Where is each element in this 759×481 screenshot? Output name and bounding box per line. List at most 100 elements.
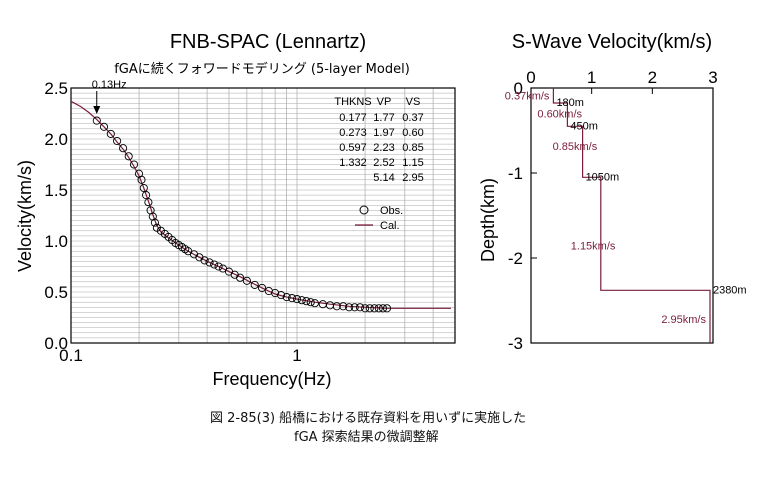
obs-data-point — [310, 299, 319, 308]
obs-data-point — [339, 302, 348, 311]
swave-x-tick-label: 3 — [708, 68, 717, 87]
spac-y-tick-label: 1.0 — [44, 232, 68, 251]
legend-obs-marker — [359, 205, 369, 215]
swave-y-axis-label: Depth(km) — [478, 178, 498, 262]
swave-title: S-Wave Velocity(km/s) — [512, 31, 712, 53]
velocity-label: 1.15km/s — [571, 240, 616, 252]
obs-data-point — [355, 303, 365, 312]
swave-x-tick-label: 0 — [526, 68, 535, 87]
spac-y-tick-label: 1.5 — [44, 181, 68, 200]
spac-x-tick-label: 0.1 — [59, 346, 83, 365]
depth-label: 180m — [556, 97, 584, 109]
swave-chart: S-Wave Velocity(km/s) 0 1 2 3 0 -1 -2 -3 0.37k… — [478, 31, 747, 353]
layer-table: THKNS VP VS 0.177 1.77 0.37 0.273 1.97 0.60 0.597… — [334, 96, 423, 184]
obs-data-point — [137, 175, 146, 184]
obs-data-point — [106, 129, 115, 138]
layer-table-cell: 0.85 — [402, 142, 423, 154]
obs-data-point — [119, 144, 128, 153]
layer-table-cell: 0.177 — [339, 112, 367, 124]
obs-data-point — [129, 160, 139, 169]
obs-data-point — [365, 304, 374, 313]
obs-data-point — [242, 276, 251, 285]
figure-caption: 図 2-85(3) 船橋における既存資料を用いずに実施した fGA 探索結果の微… — [210, 409, 570, 447]
obs-data-point — [374, 304, 383, 313]
obs-data-point — [302, 297, 311, 306]
layer-table-header: VS — [406, 96, 421, 108]
annotation-arrow-head — [93, 106, 101, 114]
obs-data-point — [361, 304, 370, 313]
obs-data-point — [370, 304, 379, 313]
frequency-annotation: 0.13Hz — [92, 79, 127, 114]
spac-chart: FNB-SPAC (Lennartz) fGAに続くフォワードモデリング (5-… — [15, 31, 456, 389]
spac-x-tick-label: 1 — [292, 346, 301, 365]
obs-data-point — [306, 298, 315, 307]
layer-table-cell: 2.52 — [373, 157, 394, 169]
swave-plot-frame — [530, 87, 714, 344]
velocity-label: 0.85km/s — [553, 141, 598, 153]
obs-data-point — [282, 293, 291, 302]
legend-cal-label: Cal. — [380, 220, 400, 232]
obs-data-point — [113, 136, 122, 146]
obs-data-point — [318, 300, 327, 309]
swave-x-tick-label: 1 — [587, 68, 596, 87]
annotation-label: 0.13Hz — [92, 79, 127, 91]
spac-subtitle: fGAに続くフォワードモデリング (5-layer Model) — [114, 61, 410, 77]
layer-table-cell: 5.14 — [373, 172, 394, 184]
swave-y-ticks: 0 -1 -2 -3 — [508, 79, 537, 353]
obs-data-point — [350, 303, 359, 312]
spac-x-ticks: 0.1 1 — [59, 346, 302, 365]
legend-obs-label: Obs. — [380, 205, 403, 217]
swave-y-tick-label: -3 — [508, 334, 523, 353]
obs-data-point — [257, 283, 267, 292]
obs-data-point — [99, 122, 109, 131]
depth-label: 1050m — [586, 171, 620, 183]
obs-data-point — [378, 304, 388, 313]
velocity-profile-line — [552, 88, 711, 343]
swave-x-ticks: 0 1 2 3 — [526, 68, 718, 94]
spac-series — [70, 100, 451, 313]
obs-data-point — [142, 191, 151, 200]
layer-table-cell: 0.60 — [402, 127, 423, 139]
spac-legend: Obs. Cal. — [355, 205, 403, 232]
velocity-label: 0.37km/s — [505, 91, 550, 103]
spac-y-tick-label: 2.5 — [44, 79, 68, 98]
obs-data-point — [150, 218, 159, 227]
caption-line-1: 図 2-85(3) 船橋における既存資料を用いずに実施した — [210, 411, 527, 426]
layer-table-cell: 2.95 — [402, 172, 423, 184]
obs-data-point — [205, 258, 214, 267]
obs-data-point — [92, 116, 101, 125]
spac-y-tick-label: 0.0 — [44, 334, 68, 353]
obs-data-point — [146, 206, 155, 215]
swave-x-tick-label: 2 — [648, 68, 657, 87]
obs-data-point — [236, 273, 245, 282]
obs-data-point — [345, 303, 354, 312]
obs-data-point — [148, 212, 157, 221]
layer-table-cell: 0.597 — [339, 142, 367, 154]
obs-data-point — [124, 152, 133, 161]
spac-y-tick-label: 0.5 — [44, 283, 68, 302]
velocity-label: 0.60km/s — [537, 109, 582, 121]
obs-data-point — [382, 304, 392, 313]
layer-table-cell: 0.273 — [339, 127, 367, 139]
velocity-label: 2.95km/s — [661, 314, 706, 326]
profile-labels: 0.37km/s 0.60km/s 0.85km/s 1.15km/s 2.95km/s… — [505, 91, 747, 327]
obs-data-point — [287, 294, 297, 303]
obs-data-point — [250, 280, 259, 289]
obs-data-point — [214, 262, 223, 271]
depth-label: 450m — [570, 120, 598, 132]
obs-data-point — [292, 295, 302, 304]
caption-line-2: fGA 探索結果の微調整解 — [294, 430, 439, 445]
depth-label: 2380m — [713, 284, 747, 296]
obs-data-point — [325, 301, 335, 310]
spac-y-tick-label: 2.0 — [44, 130, 68, 149]
layer-table-cell: 1.15 — [402, 157, 423, 169]
layer-table-cell: 1.77 — [373, 112, 394, 124]
spac-title: FNB-SPAC (Lennartz) — [170, 31, 366, 53]
spac-plot-frame — [70, 87, 456, 344]
layer-table-cell: 2.23 — [373, 142, 394, 154]
obs-data-point — [200, 256, 209, 265]
obs-data-point — [277, 291, 286, 300]
layer-table-cell: 1.332 — [339, 157, 367, 169]
layer-table-cell: 1.97 — [373, 127, 394, 139]
